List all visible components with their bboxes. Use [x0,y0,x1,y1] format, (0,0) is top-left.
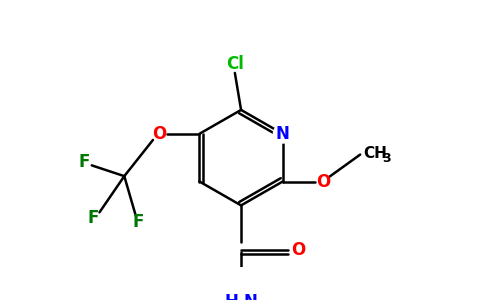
Text: O: O [316,172,330,190]
Text: 3: 3 [382,152,391,165]
Text: N: N [276,125,289,143]
Circle shape [273,124,292,143]
Text: O: O [152,125,166,143]
Text: Cl: Cl [226,55,244,73]
Text: H: H [224,293,238,300]
Text: N: N [243,293,257,300]
Text: F: F [133,213,144,231]
Text: F: F [88,209,99,227]
Text: O: O [291,241,305,259]
Text: CH: CH [363,146,387,160]
Text: F: F [78,153,90,171]
